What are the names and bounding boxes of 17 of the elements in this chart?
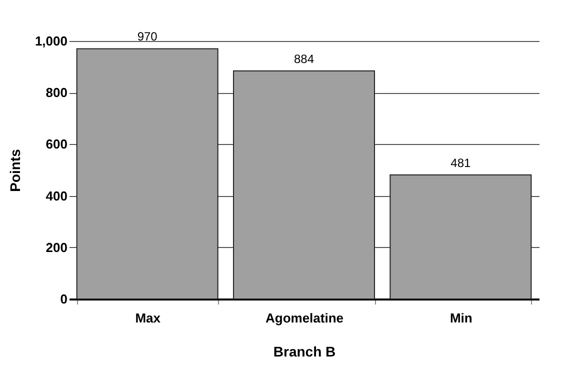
x-axis-title: Branch B [273, 344, 336, 360]
data-label: 481 [450, 156, 471, 170]
y-tick-label: 800 [46, 85, 68, 100]
bar [76, 48, 218, 300]
bar [390, 174, 532, 300]
data-label: 884 [294, 52, 314, 66]
y-tick-label: 400 [46, 188, 68, 204]
bar [233, 70, 375, 300]
x-tick-label: Agomelatine [265, 310, 344, 326]
y-tick-label: 200 [46, 240, 68, 255]
x-tick-label: Max [135, 310, 162, 326]
x-tick-label: Min [450, 310, 472, 326]
y-tick-label: 1,000 [34, 34, 68, 48]
y-tick-label: 0 [60, 292, 68, 306]
y-tick-label: 600 [46, 136, 68, 152]
y-axis-title: Points [6, 148, 23, 192]
data-label: 970 [137, 30, 158, 44]
